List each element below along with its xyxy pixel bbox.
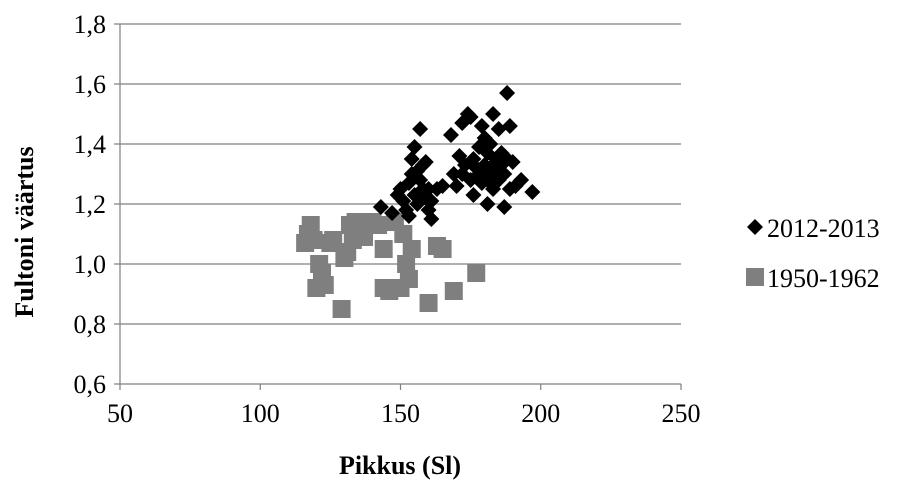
- y-tick-label: 1,2: [74, 190, 107, 219]
- data-point-square: [402, 240, 421, 258]
- data-point-square: [397, 255, 416, 273]
- legend-item-2012-2013: 2012-2013: [747, 214, 880, 243]
- data-point-square: [394, 225, 413, 243]
- data-point-diamond: [442, 127, 459, 143]
- y-tick-label: 0,6: [74, 370, 107, 399]
- x-tick-label: 100: [241, 399, 280, 428]
- data-point-square: [332, 300, 351, 318]
- data-point-diamond: [372, 199, 389, 215]
- x-tick-labels: 50 100 150 200 250: [107, 399, 701, 428]
- legend-label: 2012-2013: [767, 214, 880, 243]
- data-point-square: [467, 264, 486, 282]
- x-axis-title: Pikkus (Sl): [339, 451, 461, 480]
- legend-marker-square: [746, 268, 764, 286]
- y-tick-label: 1,8: [74, 10, 107, 39]
- data-point-square: [374, 240, 393, 258]
- legend-marker-diamond: [747, 219, 763, 235]
- data-point-square: [419, 294, 438, 312]
- data-point-diamond: [513, 172, 530, 188]
- x-tick-label: 50: [107, 399, 133, 428]
- data-points: [296, 85, 541, 318]
- data-point-diamond: [496, 199, 513, 215]
- data-point-diamond: [504, 154, 521, 170]
- data-point-square: [369, 216, 388, 234]
- y-axis-title: Fultoni väärtus: [10, 146, 39, 317]
- data-point-diamond: [501, 118, 518, 134]
- data-point-square: [304, 231, 323, 249]
- data-point-square: [433, 240, 452, 258]
- legend-label: 1950-1962: [767, 264, 880, 293]
- data-point-diamond: [499, 151, 516, 167]
- data-point-square: [399, 270, 418, 288]
- data-point-square: [315, 276, 334, 294]
- y-tick-label: 1,4: [74, 130, 107, 159]
- data-point-diamond: [445, 166, 462, 182]
- legend: 2012-2013 1950-1962: [746, 214, 880, 293]
- data-point-diamond: [465, 187, 482, 203]
- data-point-diamond: [479, 196, 496, 212]
- data-point-diamond: [524, 184, 541, 200]
- y-tick-labels: 0,6 0,8 1,0 1,2 1,4 1,6 1,8: [74, 10, 107, 399]
- x-tick-label: 150: [381, 399, 420, 428]
- data-point-diamond: [473, 118, 490, 134]
- axes: [114, 23, 682, 390]
- data-point-diamond: [496, 166, 513, 182]
- data-point-square: [324, 231, 343, 249]
- data-point-diamond: [485, 106, 502, 122]
- data-point-diamond: [384, 205, 401, 221]
- data-point-diamond: [406, 139, 423, 155]
- data-point-diamond: [448, 178, 465, 194]
- data-point-diamond: [403, 151, 420, 167]
- data-point-diamond: [420, 181, 437, 197]
- x-tick-label: 200: [521, 399, 560, 428]
- data-point-diamond: [417, 154, 434, 170]
- data-point-diamond: [482, 136, 499, 152]
- y-tick-label: 0,8: [74, 310, 107, 339]
- data-point-diamond: [490, 121, 507, 137]
- y-tick-label: 1,6: [74, 70, 107, 99]
- data-point-diamond: [462, 109, 479, 125]
- data-point-square: [355, 228, 374, 246]
- x-tick-label: 250: [662, 399, 701, 428]
- data-point-diamond: [400, 208, 417, 224]
- data-point-diamond: [434, 178, 451, 194]
- y-tick-label: 1,0: [74, 250, 107, 279]
- data-point-diamond: [423, 193, 440, 209]
- data-point-square: [444, 282, 463, 300]
- data-point-diamond: [423, 211, 440, 227]
- data-point-diamond: [499, 85, 516, 101]
- legend-item-1950-1962: 1950-1962: [746, 264, 880, 293]
- data-point-diamond: [412, 121, 429, 137]
- data-point-diamond: [501, 181, 518, 197]
- data-point-square: [301, 216, 320, 234]
